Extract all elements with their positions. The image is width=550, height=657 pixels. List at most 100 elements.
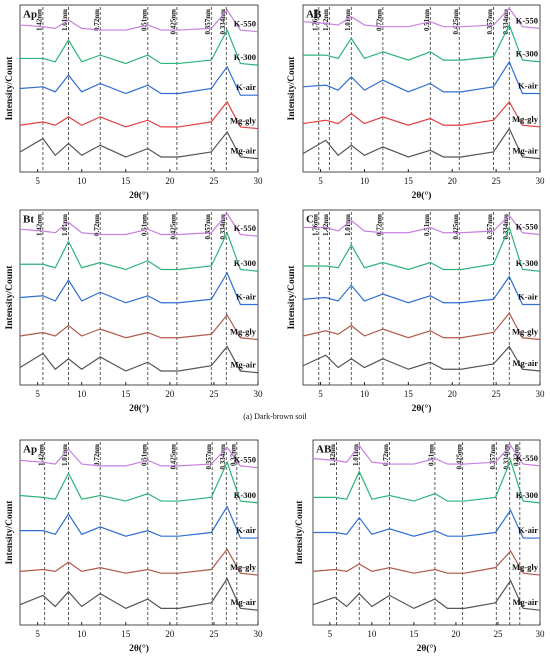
- x-axis-label: 2θ(°): [417, 643, 437, 654]
- series-line: [302, 345, 541, 372]
- reference-label: 1.76nm: [311, 9, 319, 31]
- reference-label: 0.357nm: [489, 444, 497, 470]
- plot-frame: [302, 4, 541, 173]
- reference-label: 0.334nm: [502, 214, 510, 240]
- x-tick-label: 20: [165, 389, 175, 399]
- reference-label: 0.334nm: [219, 444, 227, 470]
- series-label: K-300: [516, 490, 538, 500]
- x-axis-label: 2θ(°): [129, 643, 149, 654]
- x-tick-label: 25: [209, 176, 219, 186]
- x-tick-label: 25: [492, 389, 502, 399]
- x-tick-label: 20: [165, 629, 175, 639]
- reference-label: 0.72nm: [375, 214, 383, 236]
- panel-title: AB: [316, 444, 332, 456]
- series-line: [19, 9, 259, 33]
- reference-label: 1.01nm: [344, 9, 352, 31]
- reference-label: 0.72nm: [375, 9, 383, 31]
- series-label: Mg-gly: [512, 562, 539, 572]
- series-label: K-300: [234, 52, 256, 62]
- series-line: [303, 225, 541, 272]
- series-line: [302, 275, 540, 306]
- reference-label: 0.51nm: [140, 9, 148, 31]
- reference-label: 0.32nm: [229, 444, 237, 466]
- series-label: K-550: [516, 453, 538, 463]
- series-line: [19, 345, 259, 374]
- x-tick-label: 15: [404, 389, 414, 399]
- y-axis-label: Intensity/Count: [295, 500, 305, 565]
- series-line: [19, 548, 259, 576]
- series-line: [312, 579, 541, 611]
- reference-label: 1.42nm: [322, 214, 330, 236]
- series-line: [302, 7, 541, 29]
- reference-label: 1.01nm: [352, 444, 360, 466]
- x-tick-label: 30: [536, 389, 546, 399]
- series-label: K-550: [516, 221, 538, 231]
- x-axis-label: 2θ(°): [412, 403, 432, 414]
- caption: (a) Dark-brown soil: [243, 412, 307, 421]
- reference-label: 0.357nm: [204, 214, 212, 240]
- y-axis-label: Intensity/Count: [5, 265, 15, 330]
- reference-label: 0.51nm: [428, 444, 436, 466]
- x-tick-label: 10: [360, 176, 370, 186]
- series-label: K-550: [516, 15, 538, 25]
- reference-label: 0.334nm: [502, 444, 510, 470]
- x-axis-label: 2θ(°): [412, 190, 432, 201]
- reference-label: 1.01nm: [61, 444, 69, 466]
- reference-label: 0.357nm: [486, 214, 494, 240]
- series-label: K-air: [236, 291, 256, 301]
- x-tick-label: 25: [493, 629, 503, 639]
- x-tick-label: 5: [35, 176, 40, 186]
- reference-label: 0.334nm: [219, 214, 227, 240]
- reference-label: 1.01nm: [61, 9, 69, 31]
- x-tick-label: 5: [35, 389, 40, 399]
- series-line: [20, 231, 259, 272]
- series-label: Mg-gly: [230, 116, 257, 126]
- x-tick-label: 30: [254, 176, 264, 186]
- x-tick-label: 5: [318, 176, 323, 186]
- panel-title: Bt: [23, 214, 34, 226]
- series-label: K-air: [518, 525, 538, 535]
- series-label: Mg-air: [513, 146, 539, 156]
- x-tick-label: 10: [367, 629, 377, 639]
- x-tick-label: 5: [318, 389, 323, 399]
- x-tick-label: 20: [448, 389, 458, 399]
- series-label: Mg-gly: [230, 326, 257, 336]
- series-label: Mg-gly: [230, 562, 257, 572]
- reference-label: 0.425nm: [170, 214, 178, 240]
- x-tick-label: 25: [209, 629, 219, 639]
- series-line: [19, 446, 259, 469]
- series-line: [302, 100, 541, 128]
- x-tick-label: 15: [121, 389, 131, 399]
- reference-label: 0.425nm: [452, 214, 460, 240]
- reference-label: 1.01nm: [344, 214, 352, 236]
- series-line: [19, 460, 259, 504]
- x-tick-label: 10: [77, 176, 87, 186]
- x-tick-label: 15: [121, 629, 131, 639]
- series-line: [19, 65, 258, 96]
- series-label: K-550: [234, 19, 256, 29]
- reference-label: 0.334nm: [502, 9, 510, 35]
- reference-label: 0.425nm: [170, 444, 178, 470]
- reference-label: 1.42nm: [36, 214, 44, 236]
- reference-label: 0.425nm: [455, 444, 463, 470]
- series-line: [19, 130, 259, 160]
- x-tick-label: 20: [451, 629, 461, 639]
- series-label: Mg-air: [513, 358, 539, 368]
- x-tick-label: 15: [121, 176, 131, 186]
- reference-label: 0.72nm: [93, 214, 101, 236]
- series-label: K-300: [234, 490, 256, 500]
- x-tick-label: 25: [492, 176, 502, 186]
- series-line: [302, 127, 541, 160]
- series-label: K-air: [518, 80, 538, 90]
- x-tick-label: 20: [165, 176, 175, 186]
- y-axis-label: Intensity/Count: [287, 56, 297, 121]
- series-line: [20, 505, 258, 539]
- panel-title: AB: [306, 9, 322, 21]
- series-line: [19, 313, 259, 341]
- series-label: K-550: [234, 223, 256, 233]
- series-line: [303, 23, 541, 63]
- y-axis-label: Intensity/Count: [5, 500, 15, 565]
- x-tick-label: 30: [536, 176, 546, 186]
- reference-label: 1.42nm: [322, 9, 330, 31]
